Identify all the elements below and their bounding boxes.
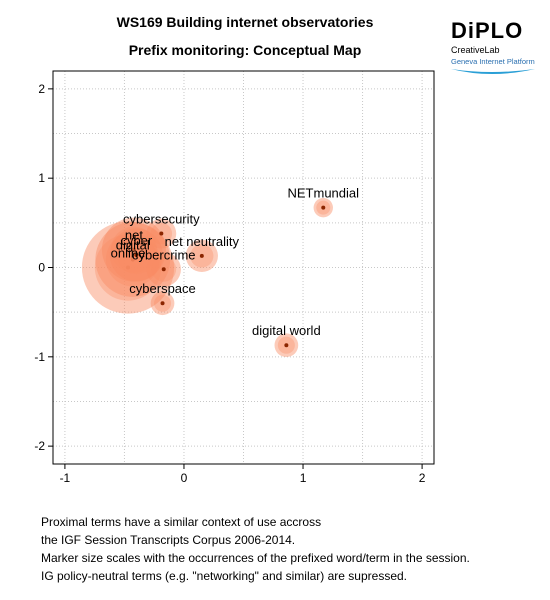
marker-core	[131, 247, 136, 252]
point-label: net neutrality	[165, 234, 240, 249]
y-tick-label: 0	[38, 261, 45, 275]
y-tick-label: -2	[34, 439, 45, 453]
chart-title: WS169 Building internet observatories	[116, 14, 374, 30]
x-tick-label: 0	[181, 471, 188, 485]
caption: Proximal terms have a similar context of…	[41, 513, 470, 585]
point-label: cybersecurity	[123, 212, 200, 227]
point-label: NETmundial	[288, 186, 360, 201]
y-tick-label: 2	[38, 82, 45, 96]
logo-tagline: Geneva Internet Platform	[451, 57, 535, 66]
caption-line-3: Marker size scales with the occurrences …	[41, 551, 470, 565]
caption-line-1: Proximal terms have a similar context of…	[41, 515, 322, 529]
marker-core	[126, 265, 131, 270]
point-label: online	[111, 246, 146, 261]
caption-line-4: IG policy-neutral terms (e.g. "networkin…	[41, 569, 407, 583]
point-label: cyber	[120, 233, 152, 248]
chart-subtitle: Prefix monitoring: Conceptual Map	[128, 42, 362, 58]
marker-core	[161, 267, 166, 272]
marker-core	[134, 252, 139, 257]
marker-core	[160, 301, 165, 306]
diplo-logo: DiPLO CreativeLab Geneva Internet Platfo…	[451, 20, 535, 80]
point-label: cyberspace	[129, 281, 195, 296]
marker-core	[199, 253, 204, 258]
marker-core	[130, 257, 135, 262]
logo-wordmark: DiPLO	[451, 18, 524, 43]
marker-core	[284, 343, 289, 348]
point-label: digital	[116, 237, 150, 252]
logo-swoosh-icon	[451, 69, 535, 74]
point-label: cybercrime	[132, 247, 196, 262]
point-label: net	[125, 228, 143, 243]
marker-core	[321, 205, 326, 210]
marker-core	[159, 231, 164, 236]
x-tick-label: 2	[419, 471, 426, 485]
x-tick-label: -1	[60, 471, 71, 485]
logo-subtitle: CreativeLab	[451, 45, 500, 55]
x-tick-label: 1	[300, 471, 307, 485]
y-tick-label: -1	[34, 350, 45, 364]
y-tick-label: 1	[38, 171, 45, 185]
caption-line-2: the IGF Session Transcripts Corpus 2006-…	[41, 533, 296, 547]
point-label: digital world	[252, 323, 321, 338]
